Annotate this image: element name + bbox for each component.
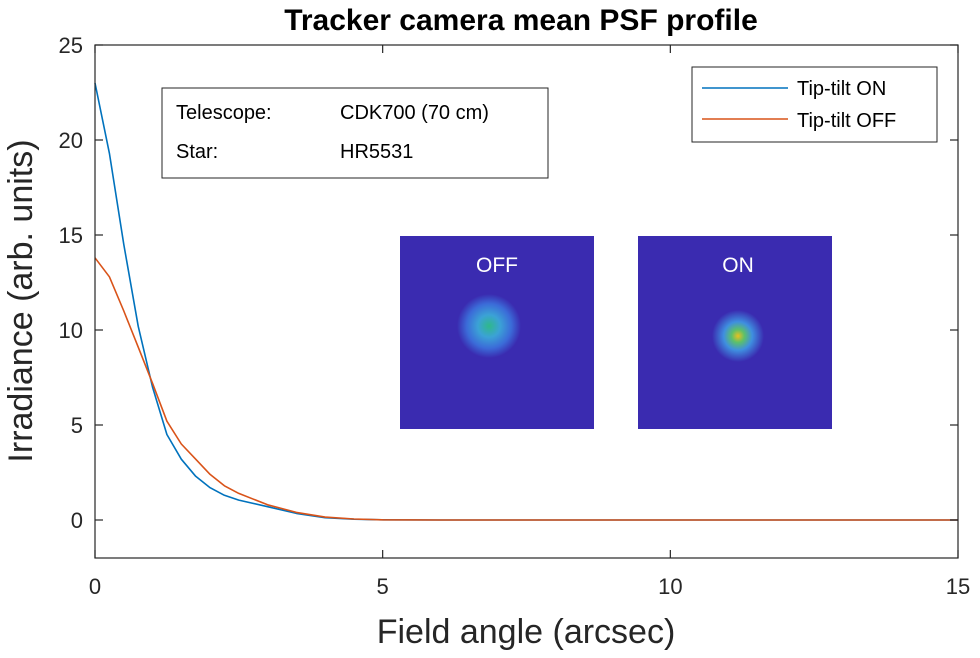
x-tick-label: 15: [946, 574, 970, 599]
psf-insets: OFF ON: [400, 236, 832, 429]
info-box-frame: [161, 87, 549, 179]
y-tick-label: 0: [71, 508, 83, 533]
inset-off-label: OFF: [476, 254, 518, 277]
series-line-tip-tilt-off: [94, 257, 958, 521]
info-star-value: HR5531: [340, 141, 413, 163]
series-layer: [94, 82, 958, 521]
info-telescope-label: Telescope:: [176, 102, 272, 124]
x-tick-label: 10: [658, 574, 682, 599]
legend-frame: [691, 66, 938, 143]
inset-on-spot: [712, 310, 764, 362]
y-tick-label: 5: [71, 413, 83, 438]
y-tick-label: 10: [59, 318, 83, 343]
y-tick-label: 20: [59, 128, 83, 153]
y-tick-label: 15: [59, 223, 83, 248]
legend-label-on: Tip-tilt ON: [797, 78, 886, 100]
info-star-label: Star:: [176, 141, 218, 163]
chart-title: Tracker camera mean PSF profile: [284, 4, 758, 37]
inset-off-spot: [457, 294, 521, 358]
axes-layer: 0 5 10 15 0 5 10 15 20 25: [59, 33, 971, 599]
legend-label-off: Tip-tilt OFF: [797, 110, 896, 132]
axes-frame: [94, 44, 959, 559]
info-box: Telescope: CDK700 (70 cm) Star: HR5531: [161, 87, 549, 179]
x-tick-label: 0: [89, 574, 101, 599]
x-axis-label: Field angle (arcsec): [377, 613, 676, 651]
inset-on-label: ON: [722, 254, 754, 277]
x-tick-label: 5: [377, 574, 389, 599]
legend: Tip-tilt ON Tip-tilt OFF: [691, 66, 938, 143]
y-axis-label: Irradiance (arb. units): [2, 139, 40, 462]
y-tick-label: 25: [59, 33, 83, 58]
info-telescope-value: CDK700 (70 cm): [340, 102, 489, 124]
